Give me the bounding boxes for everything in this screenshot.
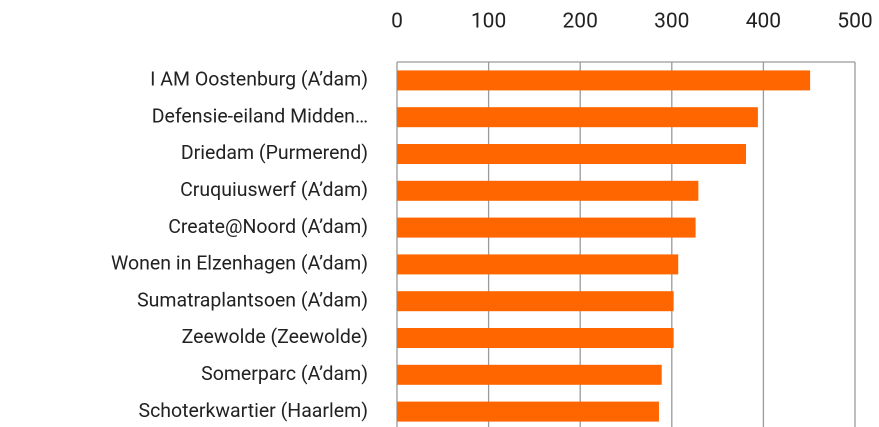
y-tick-label: Somerparc (A’dam) (201, 362, 368, 385)
bar (397, 328, 674, 348)
bar (397, 70, 811, 91)
x-tick-label: 200 (562, 10, 597, 34)
y-tick-label: Zeewolde (Zeewolde) (182, 325, 368, 348)
bar (397, 107, 758, 128)
bar (397, 144, 746, 164)
x-tick-label: 400 (746, 10, 781, 34)
y-tick-label: Defensie-eiland Midden… (152, 104, 368, 127)
x-tick-label: 100 (471, 10, 506, 34)
bar (397, 291, 674, 312)
bar (397, 180, 699, 201)
bar (397, 364, 662, 385)
bar (397, 217, 696, 238)
y-tick-label: Create@Noord (A’dam) (168, 215, 368, 238)
bar (397, 401, 659, 422)
y-tick-label: Sumatraplantsoen (A’dam) (137, 288, 368, 311)
x-tick-label: 0 (391, 10, 403, 34)
bar (397, 254, 679, 275)
y-tick-label: Driedam (Purmerend) (181, 141, 368, 164)
x-tick-label: 300 (654, 10, 689, 34)
x-tick-label: 500 (837, 10, 872, 34)
y-tick-label: I AM Oostenburg (A’dam) (150, 68, 368, 91)
y-tick-label: Cruquiuswerf (A’dam) (180, 178, 368, 201)
y-tick-label: Wonen in Elzenhagen (A’dam) (111, 252, 368, 275)
y-tick-label: Schoterkwartier (Haarlem) (139, 399, 369, 422)
